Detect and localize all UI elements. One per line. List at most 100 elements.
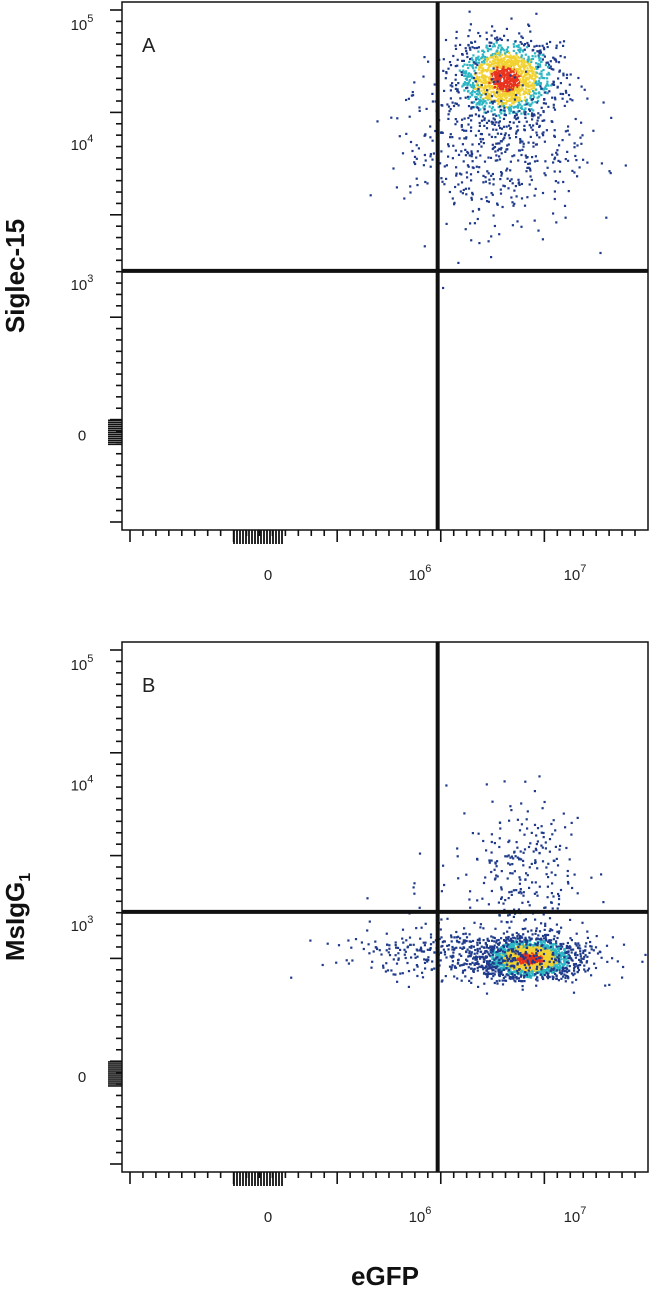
event-dot: [547, 862, 550, 865]
event-dot: [522, 951, 525, 954]
event-dot: [544, 64, 547, 67]
event-dot: [550, 84, 553, 87]
event-dot: [531, 55, 534, 58]
event-dot: [497, 44, 501, 47]
event-dot: [516, 220, 519, 223]
event-dot: [545, 944, 548, 947]
event-dot: [482, 92, 485, 95]
event-dot: [491, 961, 494, 964]
event-dot: [504, 94, 507, 97]
event-dot: [403, 948, 406, 951]
event-dot: [504, 963, 507, 966]
event-dot: [555, 945, 558, 948]
event-dot: [487, 240, 490, 243]
event-dot: [415, 157, 418, 160]
event-dot: [486, 57, 489, 60]
event-dot: [385, 949, 388, 952]
event-dot: [508, 88, 511, 91]
event-dot: [446, 917, 449, 920]
event-dot: [557, 979, 560, 982]
event-dot: [494, 37, 497, 40]
event-dot: [520, 100, 523, 103]
event-dot: [413, 81, 416, 84]
event-dot: [523, 99, 526, 102]
event-dot: [427, 60, 430, 63]
event-dot: [460, 73, 464, 76]
event-dot: [525, 961, 528, 964]
event-dot: [506, 877, 509, 880]
event-dot: [462, 963, 465, 966]
event-dot: [474, 58, 477, 62]
event-dot: [527, 845, 531, 849]
event-dot: [507, 840, 510, 844]
event-dot: [535, 122, 539, 125]
event-dot: [522, 928, 525, 931]
event-dot: [530, 945, 533, 948]
event-dot: [498, 76, 501, 79]
event-dot: [533, 823, 537, 826]
event-dot: [526, 70, 529, 73]
event-dot: [508, 957, 511, 960]
event-dot: [499, 87, 502, 90]
event-dot: [475, 75, 478, 78]
event-dot: [503, 77, 506, 80]
event-dot: [534, 881, 537, 884]
event-dot: [517, 972, 520, 975]
event-dot: [544, 906, 547, 909]
event-dot: [347, 962, 350, 965]
event-dot: [454, 44, 457, 47]
event-dot: [487, 93, 490, 96]
event-dot: [536, 96, 539, 99]
event-dot: [526, 959, 529, 962]
event-dot: [522, 957, 525, 960]
event-dot: [468, 946, 471, 949]
event-dot: [555, 977, 558, 980]
event-dot: [505, 106, 508, 109]
event-dot: [473, 91, 476, 94]
event-dot: [476, 938, 479, 941]
event-dot: [454, 185, 457, 189]
event-dot: [491, 950, 494, 953]
event-dot: [520, 112, 523, 115]
event-dot: [547, 71, 550, 74]
event-dot: [390, 116, 393, 119]
event-dot: [522, 971, 525, 974]
event-dot: [531, 951, 534, 954]
event-dot: [519, 60, 522, 63]
event-dot: [506, 967, 509, 970]
event-dot: [444, 77, 447, 80]
event-dot: [581, 134, 584, 137]
event-dot: [540, 72, 543, 76]
event-dot: [505, 945, 509, 948]
event-dot: [532, 85, 535, 88]
event-dot: [564, 826, 567, 829]
event-dot: [471, 143, 474, 146]
event-dot: [499, 66, 502, 69]
event-dot: [498, 58, 501, 61]
event-dot: [474, 134, 477, 137]
event-dot: [479, 78, 482, 81]
event-dot: [548, 66, 551, 69]
event-dot: [406, 946, 409, 949]
event-dot: [467, 152, 470, 155]
event-dot: [456, 962, 459, 965]
event-dot: [476, 947, 479, 951]
event-dot: [512, 950, 515, 953]
event-dot: [465, 193, 468, 196]
event-dot: [537, 83, 540, 86]
event-dot: [420, 926, 423, 929]
event-dot: [491, 147, 494, 151]
event-dot: [530, 114, 533, 117]
event-dot: [479, 35, 482, 38]
event-dot: [546, 61, 549, 64]
event-dot: [496, 36, 499, 39]
event-dot: [392, 167, 395, 170]
event-dot: [548, 949, 551, 952]
event-dot: [544, 924, 547, 927]
event-dot: [528, 62, 531, 65]
event-dot: [540, 969, 543, 972]
event-dot: [486, 81, 489, 85]
event-dot: [465, 87, 468, 90]
event-dot: [582, 158, 585, 161]
event-dot: [533, 948, 536, 951]
